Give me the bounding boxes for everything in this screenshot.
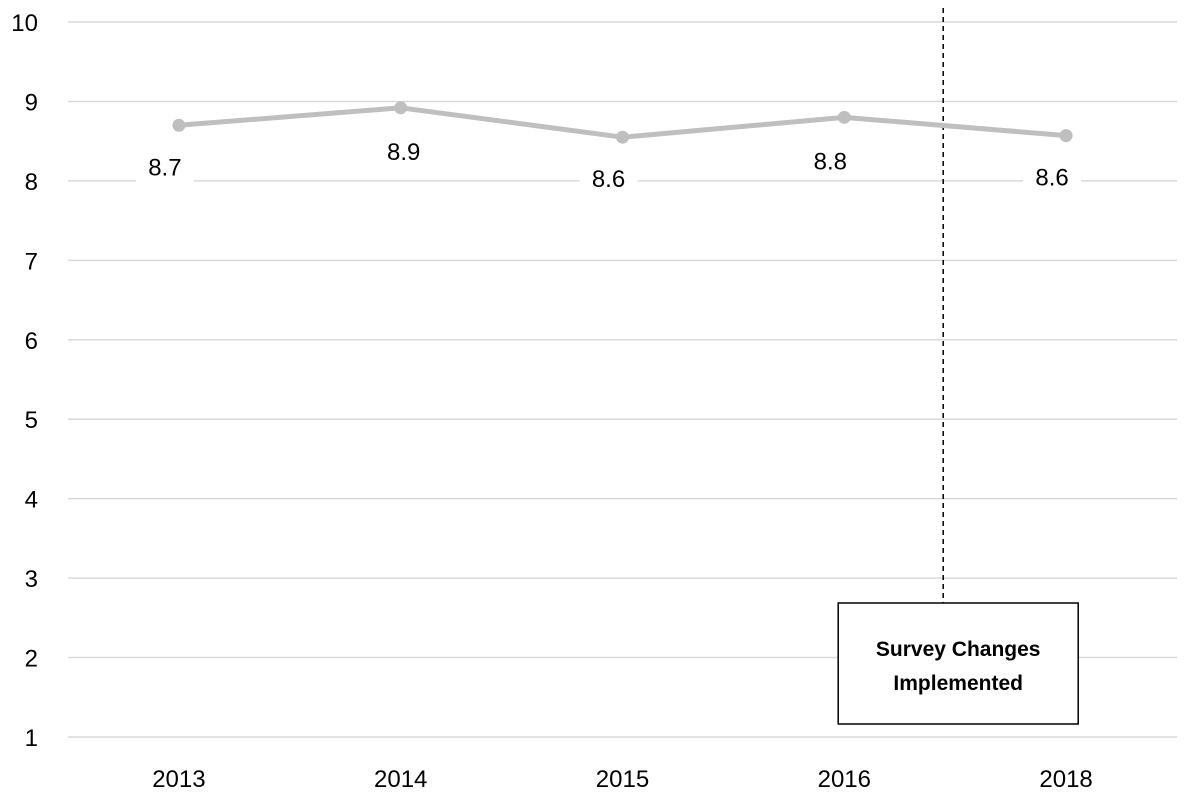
y-tick-label: 10 — [11, 10, 38, 37]
survey-changes-annotation: Survey Changes Implemented — [837, 602, 1079, 725]
y-tick-label: 6 — [25, 328, 38, 355]
data-label: 8.9 — [387, 139, 420, 166]
series: 8.7 8.9 8.6 8.8 8.6 — [135, 101, 1082, 195]
data-label: 8.8 — [814, 148, 847, 175]
data-label: 8.6 — [1035, 165, 1068, 192]
x-tick-label: 2014 — [374, 766, 427, 793]
x-tick-label: 2016 — [818, 766, 871, 793]
y-tick-label: 5 — [25, 407, 38, 434]
data-label-background — [579, 164, 638, 195]
y-tick-label: 7 — [25, 248, 38, 275]
y-tick-label: 1 — [25, 725, 38, 752]
gridlines — [68, 21, 1177, 738]
annotation-text-line2: Implemented — [893, 672, 1023, 695]
y-axis-tick-labels: 1 2 3 4 5 6 7 8 9 10 — [11, 10, 38, 752]
data-label-background — [135, 152, 194, 183]
x-tick-label: 2015 — [596, 766, 649, 793]
data-point — [616, 130, 629, 144]
data-point — [394, 101, 408, 115]
y-tick-label: 9 — [25, 89, 38, 116]
data-label: 8.7 — [148, 154, 181, 181]
data-label-background — [1023, 162, 1082, 193]
data-point — [172, 118, 186, 132]
x-tick-label: 2013 — [152, 766, 205, 793]
y-tick-label: 2 — [25, 646, 38, 673]
x-axis-tick-labels: 2013 2014 2015 2016 2018 — [152, 766, 1093, 793]
data-label-background — [374, 136, 433, 167]
y-tick-label: 8 — [25, 169, 38, 196]
data-point — [1059, 129, 1073, 143]
data-label-background — [801, 146, 860, 177]
data-point — [837, 110, 851, 124]
x-tick-label: 2018 — [1039, 766, 1092, 793]
data-label: 8.6 — [592, 166, 625, 193]
annotation-box — [837, 602, 1079, 725]
y-tick-label: 3 — [25, 566, 38, 593]
annotation-text-line1: Survey Changes — [876, 638, 1041, 661]
y-tick-label: 4 — [25, 487, 38, 514]
